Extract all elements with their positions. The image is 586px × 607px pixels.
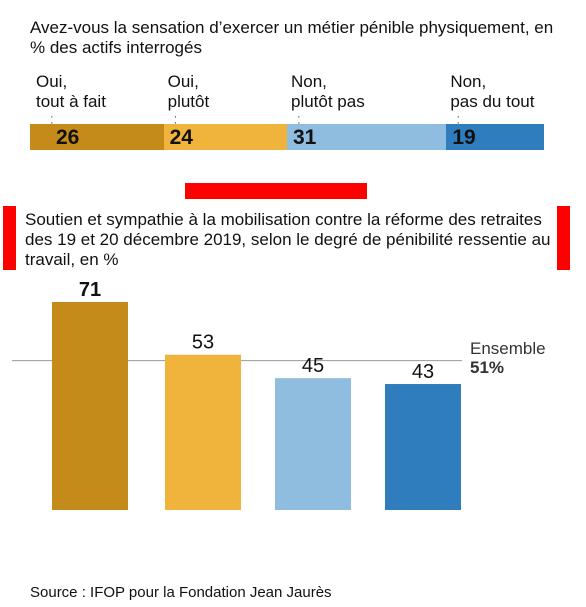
red-highlight-left: [3, 206, 16, 270]
bar-3: [385, 384, 461, 510]
category-label-0: Oui, tout à fait: [36, 72, 106, 111]
stack-value-2: 31: [292, 126, 317, 149]
bar-2: [275, 378, 351, 510]
stack-value-1: 24: [169, 126, 193, 149]
chart1-title: Avez-vous la sensation d’exercer un méti…: [30, 18, 554, 57]
bar-chart: 71 53 45 43: [12, 279, 462, 510]
stack-segment-2: 31: [286, 124, 447, 150]
stacked-bar: 26 24 31 19: [30, 124, 544, 150]
red-highlight-bar: [185, 183, 367, 199]
bar-value-1: 53: [192, 332, 214, 354]
reference-value: 51%: [470, 358, 505, 377]
category-label-1: Oui, plutôt: [167, 72, 210, 111]
stack-segment-0: 26: [30, 124, 164, 150]
stack-segment-3: 19: [446, 124, 544, 150]
reference-label: Ensemble: [470, 339, 546, 358]
stack-segment-1: 24: [163, 124, 287, 150]
category-label-3: Non, pas du tout: [450, 72, 535, 111]
category-label-2: Non, plutôt pas: [291, 72, 365, 111]
bar-value-3: 43: [412, 361, 434, 383]
bar-1: [165, 354, 241, 510]
bar-value-2: 45: [302, 355, 324, 377]
stack-value-3: 19: [452, 126, 476, 149]
chart2-title: Soutien et sympathie à la mobilisation c…: [25, 210, 551, 269]
red-highlight-right: [557, 206, 570, 270]
bar-value-0: 71: [79, 279, 101, 301]
stack-value-0: 26: [56, 126, 80, 149]
bar-0: [52, 302, 128, 510]
source-note: Source : IFOP pour la Fondation Jean Jau…: [30, 584, 332, 601]
